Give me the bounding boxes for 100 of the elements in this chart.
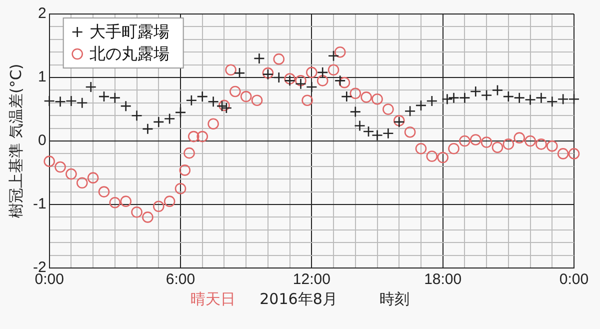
point bbox=[372, 130, 383, 141]
point bbox=[120, 100, 132, 112]
point bbox=[360, 92, 372, 103]
point bbox=[470, 86, 482, 98]
point bbox=[196, 130, 208, 142]
point bbox=[338, 76, 350, 88]
point bbox=[568, 148, 580, 160]
point bbox=[218, 100, 230, 112]
y-tick-label: 0 bbox=[38, 132, 46, 150]
point bbox=[179, 164, 191, 176]
point bbox=[76, 177, 88, 189]
point bbox=[442, 93, 453, 105]
point bbox=[448, 142, 460, 154]
point bbox=[404, 126, 416, 138]
point bbox=[240, 90, 252, 102]
point bbox=[536, 138, 547, 150]
point bbox=[382, 128, 394, 140]
point bbox=[230, 86, 241, 98]
point bbox=[524, 94, 536, 106]
point bbox=[415, 100, 427, 112]
point bbox=[316, 66, 328, 78]
point bbox=[354, 120, 366, 132]
point bbox=[459, 135, 470, 147]
point bbox=[316, 75, 328, 86]
point bbox=[492, 84, 504, 96]
point bbox=[514, 132, 525, 144]
point bbox=[184, 147, 195, 159]
point bbox=[448, 92, 460, 104]
point bbox=[372, 93, 383, 105]
point bbox=[186, 94, 198, 106]
point bbox=[174, 182, 186, 194]
point bbox=[54, 96, 66, 108]
point bbox=[120, 196, 132, 207]
point bbox=[98, 90, 110, 102]
legend-label: 北の丸露場 bbox=[89, 44, 170, 64]
point bbox=[382, 104, 394, 115]
point bbox=[306, 66, 318, 78]
point bbox=[76, 97, 88, 109]
point bbox=[328, 50, 340, 62]
y-tick-label: 1 bbox=[38, 68, 46, 86]
point bbox=[334, 75, 346, 86]
y-axis-title: 樹冠上基準 気温差(°C) bbox=[6, 64, 25, 218]
point bbox=[437, 152, 448, 164]
point bbox=[295, 78, 306, 90]
point bbox=[174, 106, 186, 118]
point bbox=[295, 75, 306, 86]
point bbox=[109, 92, 121, 104]
point bbox=[44, 95, 55, 107]
point bbox=[524, 135, 536, 147]
legend-label: 大手町露場 bbox=[89, 22, 170, 42]
point bbox=[426, 95, 438, 107]
point bbox=[350, 106, 362, 118]
point bbox=[142, 212, 154, 223]
point bbox=[492, 142, 504, 153]
point bbox=[536, 92, 547, 104]
point bbox=[426, 150, 438, 162]
point bbox=[152, 200, 164, 212]
point bbox=[66, 95, 77, 107]
point bbox=[514, 92, 525, 104]
x-tick-label: 0:00 bbox=[559, 271, 589, 288]
point bbox=[254, 52, 265, 64]
point bbox=[273, 53, 285, 65]
point bbox=[470, 134, 482, 146]
point bbox=[306, 81, 318, 93]
point bbox=[334, 46, 346, 58]
point bbox=[568, 93, 580, 105]
point bbox=[164, 196, 176, 207]
point bbox=[557, 148, 569, 160]
point bbox=[109, 196, 121, 208]
text: 2016年8月 bbox=[260, 290, 338, 308]
point bbox=[54, 161, 66, 173]
point bbox=[44, 156, 55, 167]
point bbox=[273, 72, 285, 84]
point bbox=[251, 94, 263, 106]
point bbox=[98, 186, 110, 198]
x-tick-label: 6:00 bbox=[166, 271, 196, 288]
point bbox=[302, 94, 313, 106]
point bbox=[225, 64, 236, 76]
x-axis-title: 時刻 bbox=[379, 290, 410, 308]
point bbox=[131, 206, 142, 218]
y-tick-label: -1 bbox=[32, 196, 46, 213]
point bbox=[85, 81, 97, 93]
point bbox=[557, 93, 569, 105]
point bbox=[350, 88, 362, 100]
point bbox=[502, 90, 514, 102]
point bbox=[480, 90, 492, 101]
x-tick-label: 12:00 bbox=[292, 271, 330, 288]
point bbox=[208, 118, 219, 130]
point bbox=[328, 64, 340, 76]
point bbox=[502, 138, 514, 150]
point bbox=[131, 110, 142, 122]
point bbox=[208, 96, 219, 108]
x-tick-label: 18:00 bbox=[424, 271, 462, 288]
point bbox=[142, 123, 154, 135]
point bbox=[340, 90, 352, 102]
point bbox=[480, 136, 492, 148]
point bbox=[415, 142, 427, 154]
point bbox=[546, 140, 558, 152]
point bbox=[404, 106, 416, 117]
point bbox=[66, 168, 77, 180]
